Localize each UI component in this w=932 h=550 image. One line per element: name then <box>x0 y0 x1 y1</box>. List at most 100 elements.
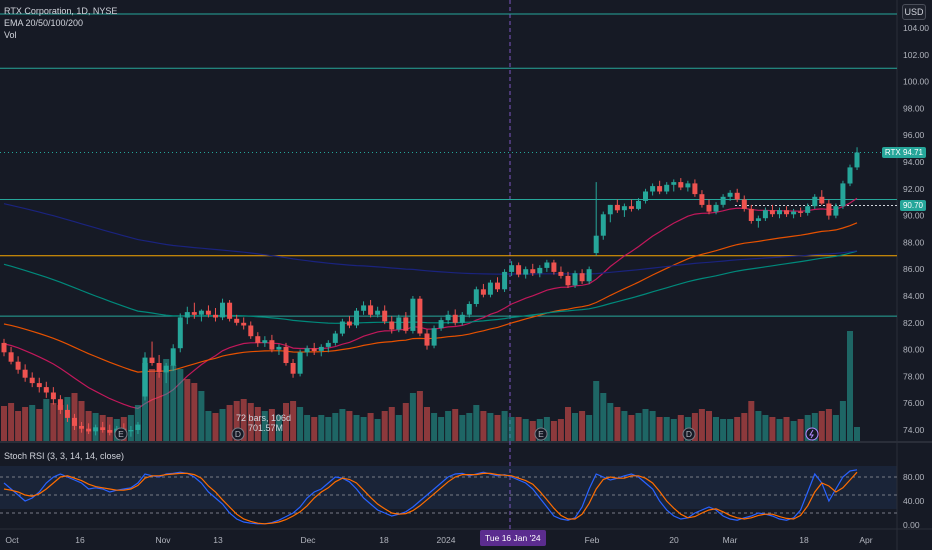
candle-body <box>100 427 106 430</box>
volume-bar <box>847 331 853 441</box>
candle-body <box>234 318 240 323</box>
price-axis-tick: 80.00 <box>903 345 925 355</box>
price-axis-tick: 102.00 <box>903 50 929 60</box>
volume-bar <box>409 393 416 441</box>
volume-bar <box>522 419 529 441</box>
volume-bar <box>212 413 219 441</box>
candle-body <box>579 273 585 282</box>
candle-body <box>170 348 176 366</box>
time-axis-label: 2024 <box>437 535 456 545</box>
time-axis-label: Apr <box>859 535 872 545</box>
candle-body <box>812 196 818 207</box>
price-axis-tick: 84.00 <box>903 291 925 301</box>
candle-body <box>241 322 247 326</box>
volume-bar <box>233 401 240 441</box>
event-marker-label: E <box>538 429 544 439</box>
rsi-axis-tick: 0.00 <box>903 520 920 530</box>
volume-bar <box>15 411 22 441</box>
event-marker-label: E <box>118 429 124 439</box>
candle-body <box>551 262 557 272</box>
stoch-d-line <box>3 471 858 525</box>
time-axis-label: Feb <box>585 535 600 545</box>
volume-bar <box>586 415 593 441</box>
candle-body <box>755 218 761 221</box>
earnings-marker-icon <box>534 427 548 441</box>
candle-body <box>833 206 839 216</box>
volume-bar <box>198 391 205 441</box>
volume-bar <box>170 365 177 441</box>
volume-bar <box>445 411 452 441</box>
volume-bar <box>543 417 550 441</box>
volume-bar <box>790 421 797 441</box>
volume-bar <box>501 411 508 441</box>
candle-body <box>720 196 726 205</box>
volume-bar <box>268 409 275 441</box>
volume-bar <box>698 409 705 441</box>
candle-body <box>8 352 14 362</box>
candle-body <box>72 417 77 426</box>
volume-bar <box>402 403 409 441</box>
horizontal-line-price-tag: 90.70 <box>899 200 926 211</box>
volume-bar <box>480 411 487 441</box>
candle-body <box>361 305 367 311</box>
candle-body <box>276 346 282 350</box>
candle-body <box>664 184 670 192</box>
candle-body <box>614 204 620 211</box>
volume-legend: Vol <box>4 30 17 40</box>
candle-body <box>86 428 92 432</box>
price-axis-tick: 76.00 <box>903 398 925 408</box>
event-marker-label: D <box>686 429 692 439</box>
volume-bar <box>50 403 57 441</box>
volume-bar <box>163 359 170 441</box>
volume-bar <box>57 405 64 441</box>
candle-body <box>671 182 677 185</box>
candle-body <box>255 336 261 343</box>
candle-body <box>480 289 486 295</box>
volume-bar <box>275 415 282 441</box>
volume-bar <box>776 419 783 441</box>
volume-bar <box>600 393 607 441</box>
candle-body <box>43 387 49 393</box>
volume-bar <box>388 407 395 441</box>
candle-body <box>727 192 733 197</box>
volume-bar <box>325 417 332 441</box>
candle-body <box>205 310 211 315</box>
candle-body <box>544 262 550 268</box>
volume-bar <box>431 413 438 441</box>
volume-bar <box>515 417 522 441</box>
volume-bar <box>572 413 578 441</box>
volume-bar <box>811 413 818 441</box>
volume-bar <box>607 403 614 441</box>
volume-bar <box>854 427 860 441</box>
candle-body <box>685 183 691 188</box>
volume-bar <box>247 403 254 441</box>
candle-body <box>784 210 789 215</box>
volume-bar <box>353 415 360 441</box>
volume-bar <box>748 401 755 441</box>
volume-bar <box>8 403 15 441</box>
candle-body <box>791 211 797 215</box>
candle-body <box>22 369 28 378</box>
candle-body <box>558 271 564 276</box>
volume-bar <box>1 406 7 441</box>
volume-bar <box>311 417 318 441</box>
currency-button[interactable]: USD <box>902 4 926 20</box>
candle-body <box>36 383 42 388</box>
candle-body <box>572 273 578 286</box>
volume-bar <box>579 411 586 441</box>
event-marker-label: D <box>235 429 241 439</box>
candle-body <box>713 204 719 212</box>
candle-body <box>283 346 289 363</box>
candle-body <box>1 342 7 353</box>
volume-bar <box>374 419 381 441</box>
candle-body <box>621 206 627 211</box>
candle-body <box>657 186 663 192</box>
stoch-rsi-title: Stoch RSI (3, 3, 14, 14, close) <box>4 451 125 461</box>
candle-body <box>650 186 656 192</box>
candle-body <box>163 365 169 373</box>
last-price-tag: RTX 94.71 <box>881 147 926 158</box>
candle-body <box>297 352 303 374</box>
volume-bar <box>332 413 339 441</box>
volume-bar <box>290 401 297 441</box>
